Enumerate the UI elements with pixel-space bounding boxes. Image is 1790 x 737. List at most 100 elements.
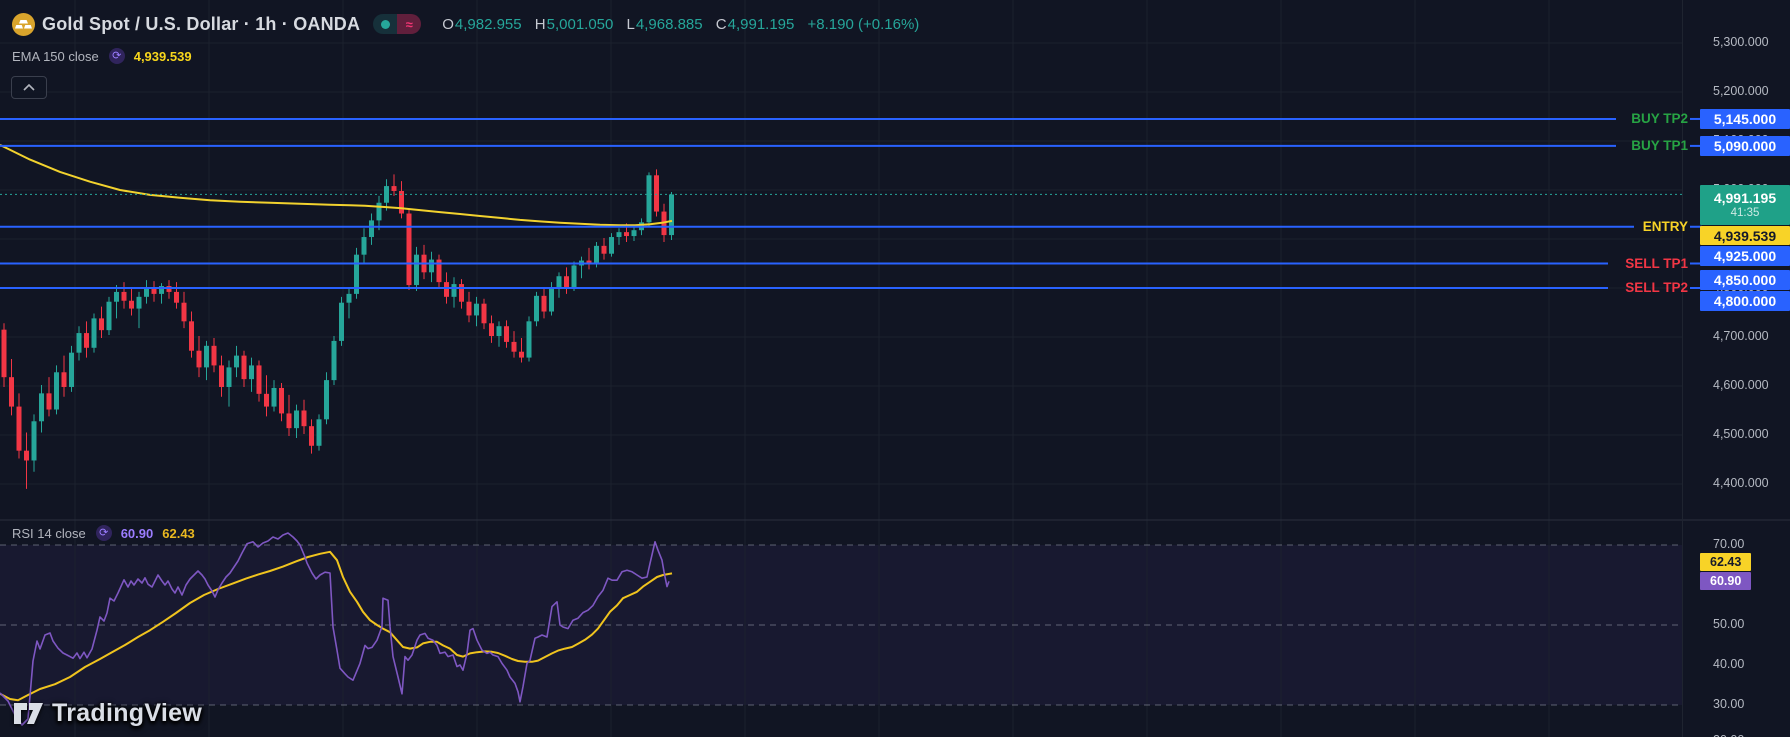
sell-tp2-price-badge: 4,800.000: [1700, 291, 1790, 311]
ema-line[interactable]: [0, 144, 673, 227]
close-label: C: [715, 15, 727, 33]
price-tick: 4,700.000: [1713, 329, 1769, 343]
candle-body: [31, 421, 37, 461]
tradingview-logo[interactable]: TradingView: [13, 699, 202, 728]
candle-body: [211, 345, 217, 366]
change-value: +8.190 (+0.16%): [807, 15, 920, 33]
open-value: 4,982.955: [454, 15, 522, 33]
buy-tp1-price-badge: 5,090.000: [1700, 136, 1790, 156]
current-price-badge: 4,991.195 41:35: [1700, 185, 1790, 225]
market-status-pill[interactable]: ≈: [373, 14, 422, 34]
candle-body: [361, 237, 367, 255]
candle-body: [549, 287, 554, 312]
candle-body: [609, 237, 614, 254]
price-tick: 5,200.000: [1713, 84, 1769, 98]
candle-body: [241, 355, 247, 380]
ema-legend-value: 4,939.539: [133, 48, 192, 64]
candle-body: [129, 300, 134, 309]
candle-body: [189, 321, 194, 351]
candle-body: [534, 295, 539, 322]
candle-body: [264, 393, 269, 407]
level-label-buy-tp1[interactable]: BUY TP1: [1631, 137, 1688, 153]
candle-body: [99, 318, 104, 331]
price-scale[interactable]: 5,300.0005,200.0005,100.0005,000.0004,90…: [1682, 0, 1790, 737]
candle-body: [541, 295, 547, 312]
candle-body: [414, 254, 419, 286]
candle-body: [429, 259, 434, 273]
candle-body: [564, 276, 569, 288]
candle-body: [399, 190, 404, 214]
rsi-tick: 70.00: [1713, 537, 1745, 551]
low-value: 4,968.885: [635, 15, 703, 33]
entry-price-badge: 4,925.000: [1700, 246, 1790, 266]
candle-body: [301, 410, 307, 427]
candle-body: [196, 350, 202, 368]
level-label-buy-tp2[interactable]: BUY TP2: [1631, 110, 1688, 126]
candle-body: [646, 175, 652, 223]
rsi-legend-title: RSI 14 close: [12, 525, 86, 541]
candle-body: [91, 318, 97, 348]
candle-body: [24, 450, 29, 461]
price-tick: 5,300.000: [1713, 35, 1769, 49]
rsi-ma-value-badge: 62.43: [1700, 553, 1752, 571]
candle-body: [391, 186, 397, 191]
candle-body: [504, 326, 509, 342]
symbol-title[interactable]: Gold Spot / U.S. Dollar · 1h · OANDA: [42, 13, 361, 34]
candle-body: [121, 291, 127, 301]
candle-body: [526, 321, 532, 358]
candle-body: [61, 372, 67, 387]
candle-body: [571, 265, 577, 288]
candle-body: [556, 276, 562, 288]
rsi-ma-line[interactable]: [0, 550, 673, 702]
candle-body: [436, 259, 442, 283]
price-tick: 4,500.000: [1713, 427, 1769, 441]
candle-body: [226, 367, 232, 387]
gold-bars-icon: [15, 24, 32, 29]
candle-body: [669, 194, 674, 236]
candle-body: [331, 340, 337, 381]
candle-body: [234, 355, 239, 368]
candle-body: [339, 302, 344, 341]
candle-body: [159, 286, 164, 294]
candle-body: [346, 293, 352, 303]
ema-legend-row[interactable]: EMA 150 close ⟳ 4,939.539: [12, 47, 919, 65]
collapse-pane-button[interactable]: [11, 76, 47, 99]
candle-body: [376, 202, 382, 221]
candle-body: [511, 341, 517, 352]
symbol-title-row: Gold Spot / U.S. Dollar · 1h · OANDA ≈ O…: [12, 10, 919, 38]
gold-symbol-icon: [12, 12, 35, 36]
candle-body: [151, 287, 157, 294]
price-tick: 4,600.000: [1713, 378, 1769, 392]
candle-body: [316, 419, 322, 446]
rsi-line[interactable]: [0, 532, 670, 726]
candle-body: [489, 323, 494, 337]
candle-body: [624, 232, 629, 237]
rsi-tick: 50.00: [1713, 617, 1745, 631]
candle-body: [601, 245, 607, 254]
ema-legend-title: EMA 150 close: [12, 48, 99, 64]
candle-body: [69, 352, 74, 387]
chevron-up-icon: [23, 84, 35, 91]
level-label-sell-tp2[interactable]: SELL TP2: [1625, 280, 1688, 295]
candle-body: [654, 175, 659, 212]
candle-body: [354, 254, 359, 294]
rsi-legend-row[interactable]: RSI 14 close ⟳ 60.90 62.43: [12, 524, 195, 542]
open-label: O: [442, 15, 454, 33]
candle-body: [406, 213, 412, 286]
ohlc-readout: O4,982.955 H5,001.050 L4,968.885 C4,991.…: [433, 16, 919, 33]
level-label-entry[interactable]: ENTRY: [1642, 218, 1688, 234]
market-open-dot-icon: [373, 14, 398, 34]
candle-body: [1, 329, 7, 378]
candle-body: [46, 393, 52, 410]
candle-body: [54, 372, 59, 410]
candle-body: [136, 296, 142, 309]
candle-body: [181, 302, 187, 322]
rsi-value: 60.90: [120, 525, 154, 541]
candle-body: [249, 365, 254, 380]
candle-body: [496, 326, 502, 337]
ema-price-badge: 4,939.539: [1700, 226, 1790, 245]
chart-header: Gold Spot / U.S. Dollar · 1h · OANDA ≈ O…: [12, 10, 919, 65]
candle-body: [519, 351, 524, 358]
level-label-sell-tp1[interactable]: SELL TP1: [1625, 255, 1688, 271]
